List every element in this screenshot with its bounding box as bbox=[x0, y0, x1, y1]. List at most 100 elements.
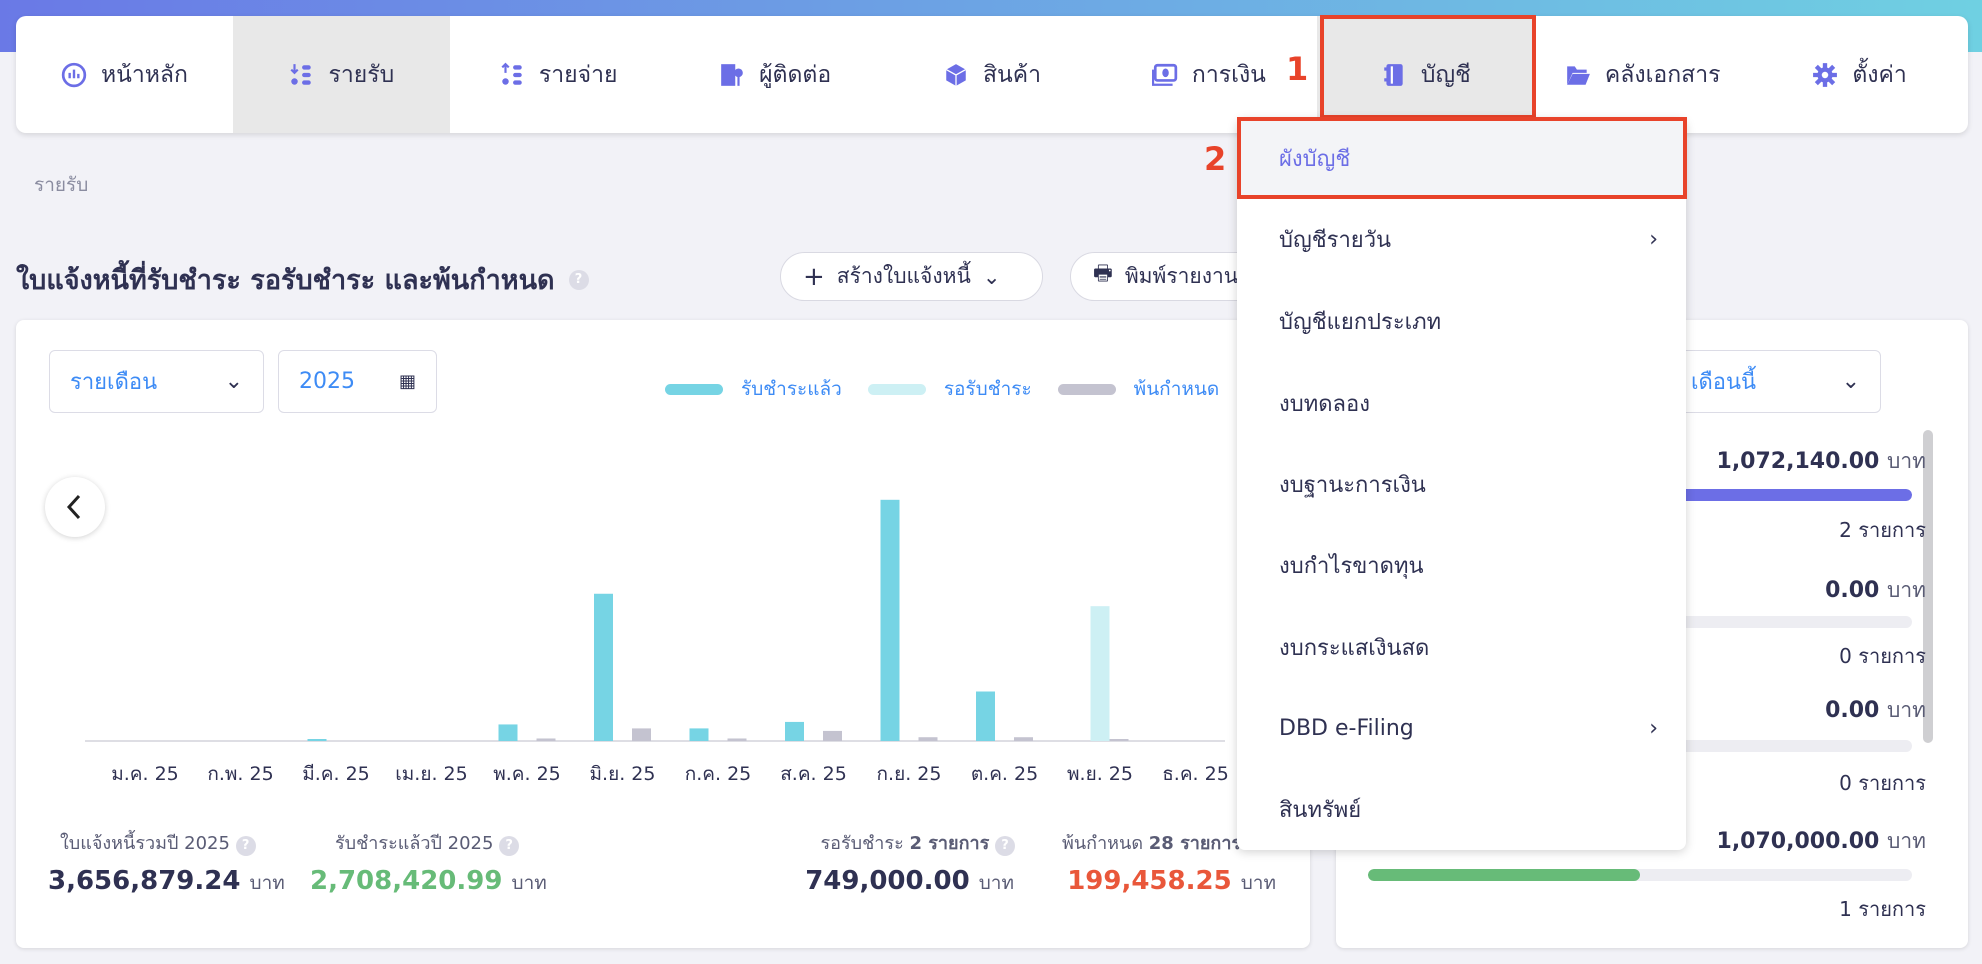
menu-label: งบทดลอง bbox=[1279, 392, 1370, 417]
nav-label: บัญชี bbox=[1420, 61, 1471, 88]
nav-item-income[interactable]: รายรับ bbox=[232, 16, 450, 133]
x-tick-label: ส.ค. 25 bbox=[780, 763, 847, 785]
plus-icon: + bbox=[803, 261, 825, 292]
menu-label: ผังบัญชี bbox=[1279, 147, 1351, 172]
nav-item-finance[interactable]: การเงิน bbox=[1100, 16, 1317, 133]
x-tick-label: พ.ย. 25 bbox=[1067, 763, 1133, 785]
period-select[interactable]: รายเดือน ⌄ bbox=[49, 350, 264, 413]
money-icon bbox=[1151, 63, 1178, 86]
x-tick-label: มิ.ย. 25 bbox=[590, 763, 656, 785]
bar-overdue[interactable] bbox=[1109, 739, 1129, 741]
legend-label: รอรับชำระ bbox=[943, 378, 1032, 400]
legend-pending[interactable]: รอรับชำระ bbox=[867, 374, 1032, 404]
accounting-dropdown-menu: ผังบัญชี บัญชีรายวัน › บัญชีแยกประเภท งบท… bbox=[1237, 118, 1686, 850]
nav-label: รายรับ bbox=[328, 61, 395, 88]
bar-overdue[interactable] bbox=[727, 738, 747, 741]
row-count: 1 รายการ bbox=[1839, 897, 1926, 921]
nav-label: การเงิน bbox=[1191, 61, 1266, 88]
menu-item-ledger[interactable]: บัญชีแยกประเภท bbox=[1237, 281, 1686, 362]
menu-label: งบกระแสเงินสด bbox=[1279, 636, 1430, 661]
row-count: 0 รายการ bbox=[1839, 771, 1926, 795]
x-tick-label: ต.ค. 25 bbox=[971, 763, 1038, 785]
chevron-down-icon: ⌄ bbox=[224, 369, 243, 394]
highlight-chart-of-accounts bbox=[1237, 117, 1687, 199]
bar-overdue[interactable] bbox=[918, 737, 938, 741]
menu-label: DBD e-Filing bbox=[1279, 716, 1414, 741]
bar-paid[interactable] bbox=[594, 593, 613, 741]
year-picker[interactable]: 2025 ▦ bbox=[278, 350, 437, 413]
stat-total-value: 3,656,879.24 บาท bbox=[48, 866, 285, 896]
nav-item-products[interactable]: สินค้า bbox=[884, 16, 1101, 133]
bar-overdue[interactable] bbox=[823, 730, 842, 741]
bar-paid[interactable] bbox=[498, 724, 518, 741]
right-period-value: เดือนนี้ bbox=[1691, 370, 1757, 395]
chart-prev-button[interactable] bbox=[45, 477, 105, 537]
bar-overdue[interactable] bbox=[536, 738, 556, 741]
chevron-down-icon: ⌄ bbox=[982, 264, 1001, 289]
legend-label: รับชำระแล้ว bbox=[741, 378, 842, 400]
menu-item-dbd-efiling[interactable]: DBD e-Filing › bbox=[1237, 688, 1686, 769]
nav-item-contacts[interactable]: ผู้ติดต่อ bbox=[667, 16, 884, 133]
bar-overdue[interactable] bbox=[632, 728, 651, 741]
nav-item-documents[interactable]: คลังเอกสาร bbox=[1534, 16, 1751, 133]
bar-pending[interactable] bbox=[1090, 606, 1110, 741]
scrollbar[interactable] bbox=[1923, 430, 1933, 743]
nav-item-expense[interactable]: รายจ่าย bbox=[450, 16, 667, 133]
menu-label: บัญชีรายวัน bbox=[1279, 228, 1392, 253]
create-invoice-label: สร้างใบแจ้งหนี้ bbox=[836, 264, 971, 288]
create-invoice-button[interactable]: + สร้างใบแจ้งหนี้ ⌄ bbox=[780, 252, 1043, 301]
page-title: ใบแจ้งหนี้ที่รับชำระ รอรับชำระ และพ้นกำห… bbox=[16, 258, 589, 301]
legend-paid[interactable]: รับชำระแล้ว bbox=[665, 374, 842, 404]
menu-item-assets[interactable]: สินทรัพย์ bbox=[1237, 769, 1686, 850]
bar-paid[interactable] bbox=[689, 728, 709, 741]
chart-legend: รับชำระแล้ว รอรับชำระ พ้นกำหนด bbox=[665, 374, 1219, 404]
year-value: 2025 bbox=[299, 369, 355, 394]
menu-item-cash-flow[interactable]: งบกระแสเงินสด bbox=[1237, 607, 1686, 688]
bar-paid[interactable] bbox=[785, 721, 804, 741]
menu-item-balance-sheet[interactable]: งบฐานะการเงิน bbox=[1237, 444, 1686, 525]
row-count: 0 รายการ bbox=[1839, 644, 1926, 668]
nav-item-accounting[interactable]: บัญชี bbox=[1317, 16, 1535, 133]
folder-icon bbox=[1567, 65, 1590, 85]
menu-item-journal[interactable]: บัญชีรายวัน › bbox=[1237, 199, 1686, 280]
row-amount: 0.00 บาท bbox=[1825, 698, 1926, 723]
menu-item-chart-of-accounts[interactable]: ผังบัญชี bbox=[1237, 118, 1686, 199]
gear-icon bbox=[1813, 62, 1838, 87]
main-nav: หน้าหลัก รายรับ รายจ่าย ผู้ติดต่อ สินค้า… bbox=[16, 16, 1968, 133]
period-value: รายเดือน bbox=[70, 370, 158, 395]
stat-overdue-label: พ้นกำหนด 28 รายการ bbox=[1062, 833, 1242, 854]
bar-chart: ม.ค. 25 ก.พ. 25 มี.ค. 25 เม.ย. 25 พ.ค. 25 มิ.… bbox=[85, 499, 1229, 785]
box-icon bbox=[945, 63, 967, 86]
annotation-step-2: 2 bbox=[1204, 140, 1227, 178]
chevron-left-icon bbox=[66, 494, 81, 520]
nav-item-settings[interactable]: ตั้งค่า bbox=[1751, 16, 1968, 133]
stat-overdue-value: 199,458.25 บาท bbox=[1067, 866, 1276, 896]
nav-label: รายจ่าย bbox=[538, 61, 618, 88]
contacts-icon bbox=[721, 63, 743, 86]
menu-item-trial-balance[interactable]: งบทดลอง bbox=[1237, 363, 1686, 444]
progress-bar bbox=[1368, 869, 1912, 881]
x-tick-label: ธ.ค. 25 bbox=[1162, 763, 1229, 785]
bar-paid[interactable] bbox=[880, 499, 900, 741]
bar-overdue[interactable] bbox=[1014, 737, 1033, 741]
nav-label: ตั้งค่า bbox=[1852, 61, 1907, 88]
menu-item-income-statement[interactable]: งบกำไรขาดทุน bbox=[1237, 525, 1686, 606]
stat-pending-label: รอรับชำระ 2 รายการ ? bbox=[821, 828, 1015, 857]
x-tick-label: มี.ค. 25 bbox=[302, 763, 370, 785]
row-amount: 1,072,140.00 บาท bbox=[1716, 449, 1926, 474]
x-tick-label: เม.ย. 25 bbox=[395, 763, 467, 785]
annotation-step-1: 1 bbox=[1286, 50, 1309, 88]
legend-label: พ้นกำหนด bbox=[1133, 378, 1220, 400]
menu-label: งบกำไรขาดทุน bbox=[1279, 554, 1424, 579]
calendar-icon: ▦ bbox=[398, 371, 416, 392]
chevron-down-icon: ⌄ bbox=[1841, 369, 1860, 394]
nav-label: คลังเอกสาร bbox=[1604, 61, 1721, 88]
help-icon[interactable]: ? bbox=[568, 269, 589, 290]
bar-paid[interactable] bbox=[976, 691, 995, 742]
ledger-icon bbox=[1384, 63, 1403, 86]
nav-item-home[interactable]: หน้าหลัก bbox=[16, 16, 233, 133]
legend-overdue[interactable]: พ้นกำหนด bbox=[1057, 374, 1220, 404]
bar-paid[interactable] bbox=[307, 739, 327, 741]
stat-paid-label: รับชำระแล้วปี 2025 ? bbox=[335, 828, 520, 857]
x-tick-label: ก.ค. 25 bbox=[685, 763, 752, 785]
